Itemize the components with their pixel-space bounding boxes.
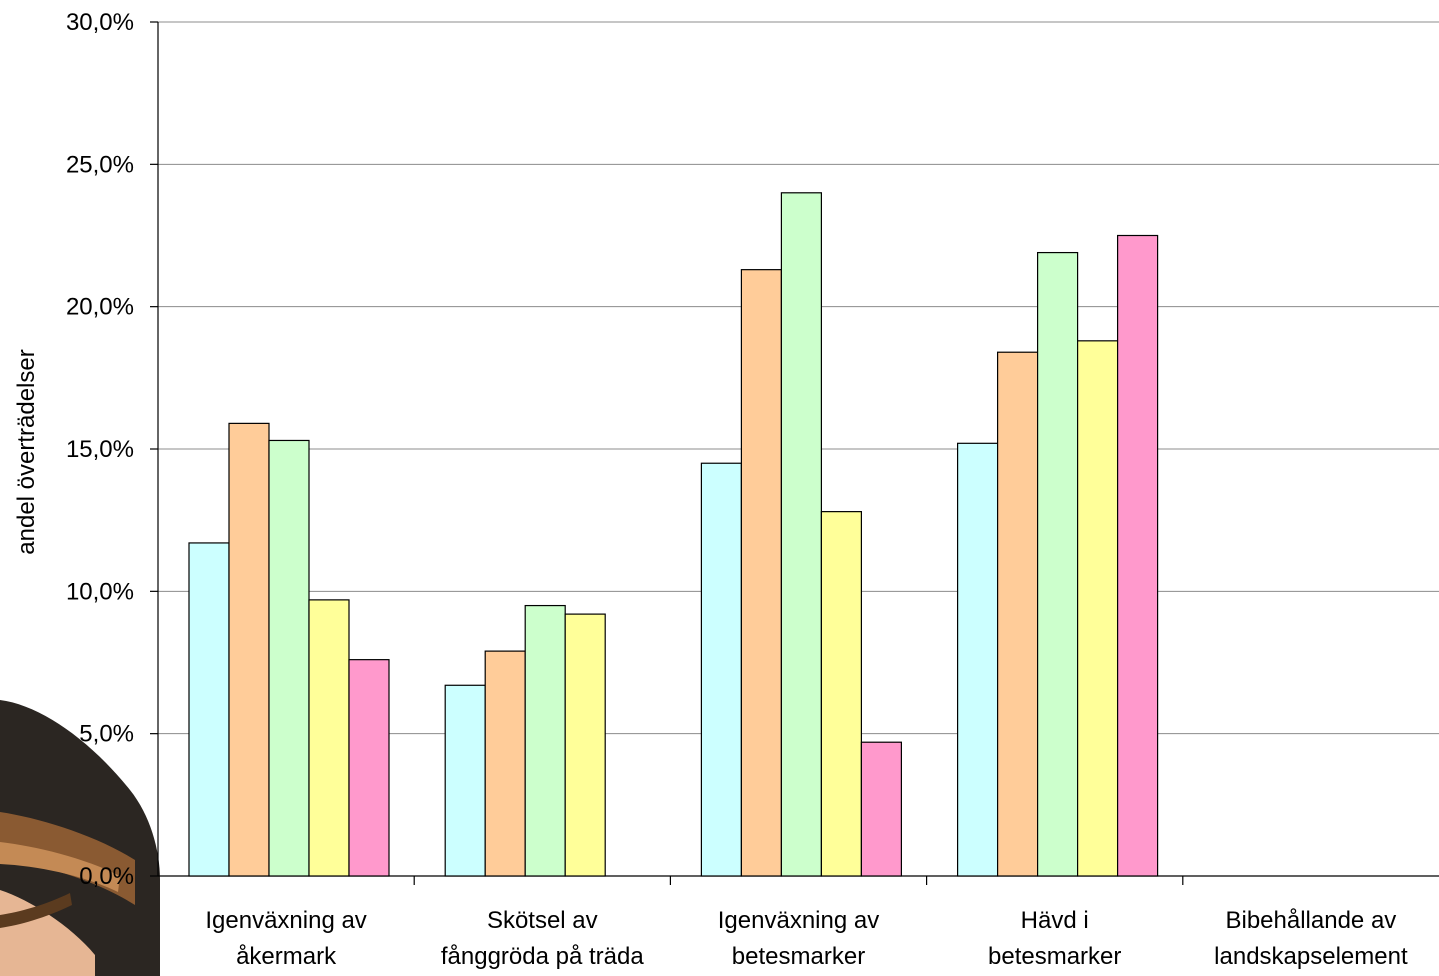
bar [484, 650, 526, 877]
bar [348, 659, 390, 877]
x-category-label: betesmarker [732, 943, 865, 970]
y-tick-label: 0,0% [79, 863, 134, 890]
bar [308, 599, 350, 877]
bar [740, 269, 783, 877]
bar [524, 604, 566, 877]
x-category-label: betesmarker [988, 943, 1121, 970]
background-photo-fragment [0, 700, 160, 976]
bar [268, 439, 310, 877]
x-category-label: Igenväxning av [718, 907, 879, 934]
bar [1076, 340, 1119, 877]
y-axis-title: andel överträdelser [13, 349, 40, 554]
bar [1036, 251, 1079, 877]
x-category-label: åkermark [236, 943, 337, 970]
y-tick-label: 5,0% [79, 721, 134, 748]
bar [1116, 234, 1159, 877]
x-category-label: Bibehållande av [1225, 907, 1396, 934]
bars [188, 192, 1159, 877]
y-tick-label: 10,0% [66, 578, 134, 605]
x-category-label: Skötsel av [487, 907, 598, 934]
bar [700, 462, 743, 877]
x-category-label: Hävd i [1021, 907, 1089, 934]
y-tick-label: 20,0% [66, 294, 134, 321]
bar [820, 511, 863, 877]
bar [564, 613, 606, 877]
y-axis-ticks: 0,0% 5,0% 10,0% 15,0% 20,0% 25,0% 30,0% [66, 9, 158, 890]
bar [188, 542, 230, 877]
bar [996, 351, 1039, 877]
bar [228, 422, 270, 877]
x-category-label: Igenväxning av [205, 907, 366, 934]
bar [956, 442, 999, 877]
bar [780, 192, 823, 877]
x-category-label: fånggröda på träda [441, 943, 644, 970]
y-tick-label: 25,0% [66, 151, 134, 178]
x-axis-ticks: Igenväxning av åkermark Skötsel av fånggröd… [205, 876, 1408, 970]
y-tick-label: 30,0% [66, 9, 134, 36]
bar [444, 684, 486, 877]
y-tick-label: 15,0% [66, 436, 134, 463]
x-category-label: landskapselement [1214, 943, 1408, 970]
bar [860, 741, 903, 877]
